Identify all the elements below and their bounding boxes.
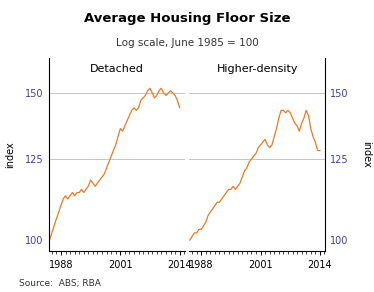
- Text: index: index: [5, 141, 15, 168]
- Text: Average Housing Floor Size: Average Housing Floor Size: [84, 12, 290, 25]
- Text: Higher-density: Higher-density: [217, 64, 298, 74]
- Text: Log scale, June 1985 = 100: Log scale, June 1985 = 100: [116, 38, 258, 48]
- Text: Source:  ABS; RBA: Source: ABS; RBA: [19, 279, 101, 288]
- Text: index: index: [361, 141, 371, 168]
- Text: Detached: Detached: [90, 64, 144, 74]
